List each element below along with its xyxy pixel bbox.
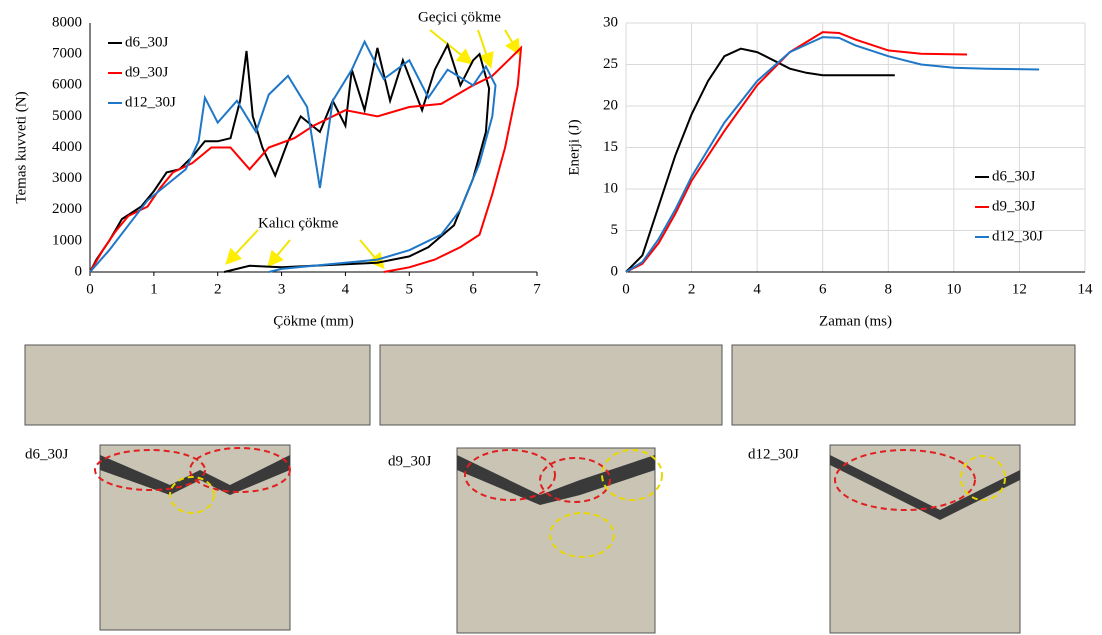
x-tick-label: 4 — [342, 281, 350, 297]
panel-label: d12_30J — [748, 446, 799, 462]
legend-label: d9_30J — [992, 198, 1036, 214]
x-tick-label: 6 — [819, 281, 827, 297]
legend-label: d6_30J — [125, 34, 169, 50]
y-tick-label: 3000 — [52, 170, 82, 186]
x-tick-label: 0 — [86, 281, 94, 297]
x-tick-label: 7 — [533, 281, 541, 297]
y-tick-label: 4000 — [52, 139, 82, 155]
y-tick-label: 10 — [603, 180, 618, 196]
series-line — [625, 31, 968, 273]
y-tick-label: 8000 — [52, 14, 82, 30]
y-tick-label: 15 — [603, 139, 618, 155]
x-tick-label: 14 — [1078, 281, 1094, 297]
x-tick-label: 5 — [406, 281, 414, 297]
legend-label: d12_30J — [992, 228, 1043, 244]
legend-label: d6_30J — [992, 168, 1036, 184]
y-tick-label: 20 — [603, 97, 618, 113]
x-tick-label: 4 — [753, 281, 761, 297]
x-tick-label: 3 — [278, 281, 286, 297]
y-tick-label: 0 — [611, 263, 619, 279]
y-tick-label: 2000 — [52, 201, 82, 217]
series-line — [625, 47, 895, 273]
x-tick-label: 12 — [1012, 281, 1027, 297]
legend-label: d9_30J — [125, 64, 169, 80]
legend-label: d12_30J — [125, 94, 176, 110]
y-tick-label: 25 — [603, 56, 618, 72]
y-tick-label: 5 — [611, 222, 619, 238]
y-axis-title: Enerji (J) — [566, 119, 582, 175]
photos — [24, 344, 1076, 634]
annotation: Kalıcı çökme — [258, 215, 339, 231]
x-tick-label: 8 — [885, 281, 893, 297]
y-tick-label: 1000 — [52, 232, 82, 248]
series-line — [89, 39, 497, 273]
x-axis-title: Zaman (ms) — [819, 313, 892, 329]
x-axis-title: Çökme (mm) — [273, 313, 353, 329]
x-tick-label: 0 — [622, 281, 630, 297]
x-tick-label: 6 — [469, 281, 477, 297]
x-tick-label: 1 — [150, 281, 158, 297]
y-tick-label: 0 — [75, 263, 83, 279]
annotation: Geçici çökme — [418, 9, 501, 25]
series-line — [625, 36, 1040, 273]
x-tick-label: 2 — [688, 281, 696, 297]
panel-label: d6_30J — [25, 446, 69, 462]
series-line — [89, 45, 523, 273]
y-tick-label: 6000 — [52, 77, 82, 93]
y-axis-title: Temas kuvveti (N) — [13, 91, 29, 203]
y-tick-label: 7000 — [52, 46, 82, 62]
panel-label: d9_30J — [388, 453, 432, 469]
annotation-arrows — [225, 29, 521, 270]
y-tick-label: 30 — [603, 14, 618, 30]
x-tick-label: 10 — [946, 281, 961, 297]
x-tick-label: 2 — [214, 281, 222, 297]
y-tick-label: 5000 — [52, 108, 82, 124]
